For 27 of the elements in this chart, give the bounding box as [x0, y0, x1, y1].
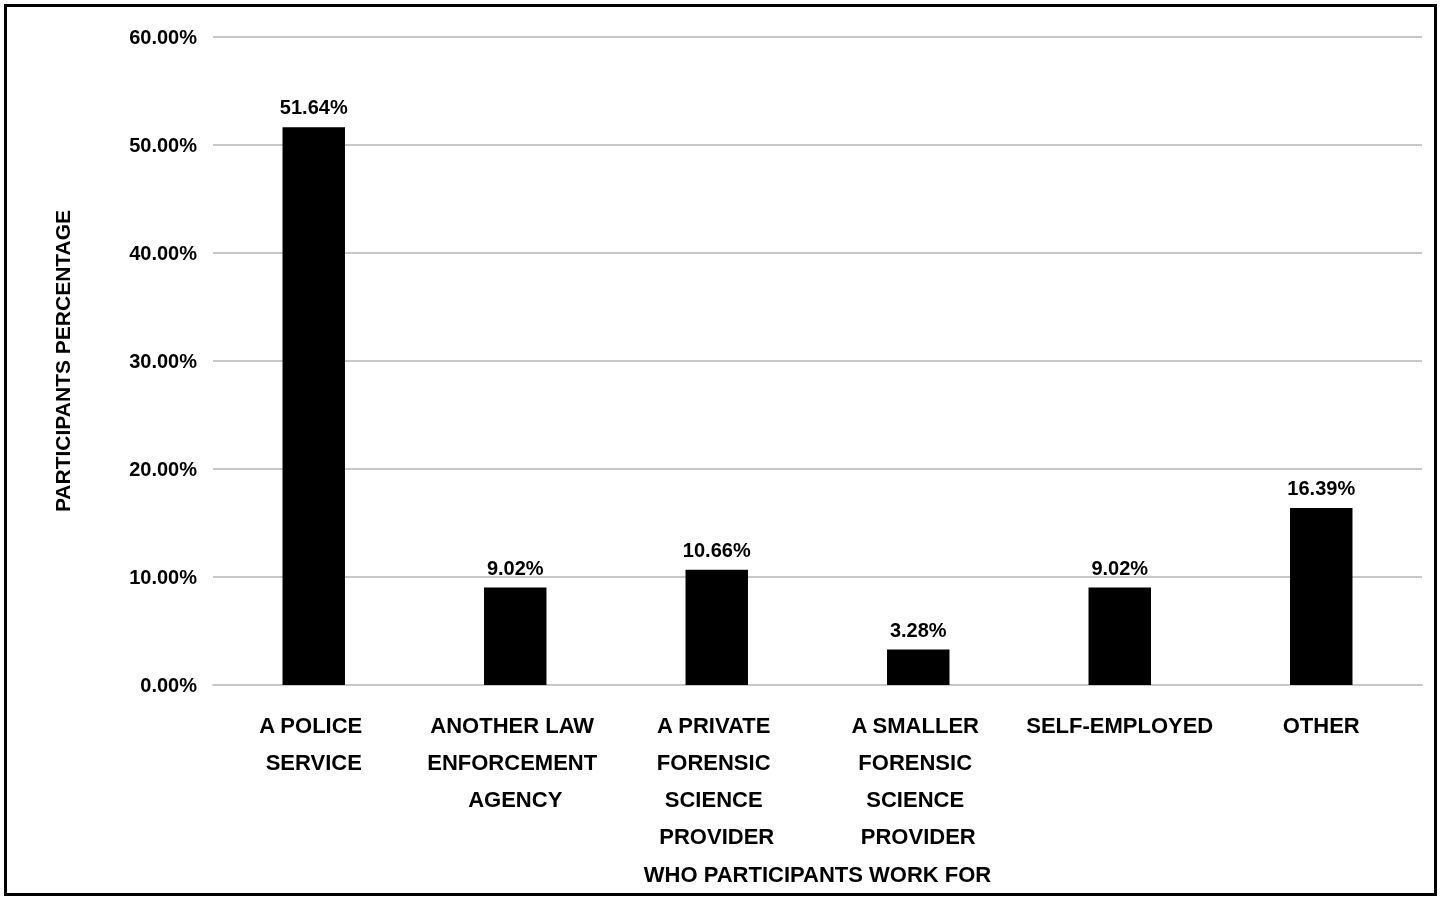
data-label: 3.28%	[889, 618, 947, 641]
bar	[282, 127, 345, 685]
data-label: 51.64%	[279, 96, 348, 119]
y-tick-label: 30.00%	[129, 350, 198, 372]
data-label: 9.02%	[1091, 556, 1149, 579]
bar	[1088, 587, 1151, 685]
x-tick-label: OTHER	[1282, 713, 1360, 738]
x-tick-label: ANOTHER LAW ENFORCEMENT AGENCY	[427, 713, 604, 812]
y-tick-label: 0.00%	[140, 674, 198, 696]
bar	[685, 569, 748, 685]
y-tick-label: 40.00%	[129, 242, 198, 264]
data-label: 9.02%	[486, 556, 544, 579]
y-tick-label: 60.00%	[129, 26, 198, 48]
bar	[1290, 507, 1353, 685]
data-label: 16.39%	[1287, 476, 1356, 499]
x-tick-label: A PRIVATE FORENSIC SCIENCE PROVIDER	[656, 713, 777, 849]
bar	[887, 649, 950, 685]
bar	[484, 587, 547, 685]
x-tick-label: SELF-EMPLOYED	[1026, 713, 1214, 738]
x-tick-label: A POLICE SERVICE	[259, 713, 369, 775]
x-axis-title: WHO PARTICIPANTS WORK FOR	[643, 861, 992, 887]
y-tick-label: 50.00%	[129, 134, 198, 156]
y-axis-title: PARTICIPANTS PERCENTAGE	[51, 209, 74, 513]
y-tick-label: 10.00%	[129, 566, 198, 588]
data-label: 10.66%	[682, 538, 751, 561]
x-tick-label: A SMALLER FORENSIC SCIENCE PROVIDER	[851, 713, 986, 849]
y-tick-label: 20.00%	[129, 458, 198, 480]
